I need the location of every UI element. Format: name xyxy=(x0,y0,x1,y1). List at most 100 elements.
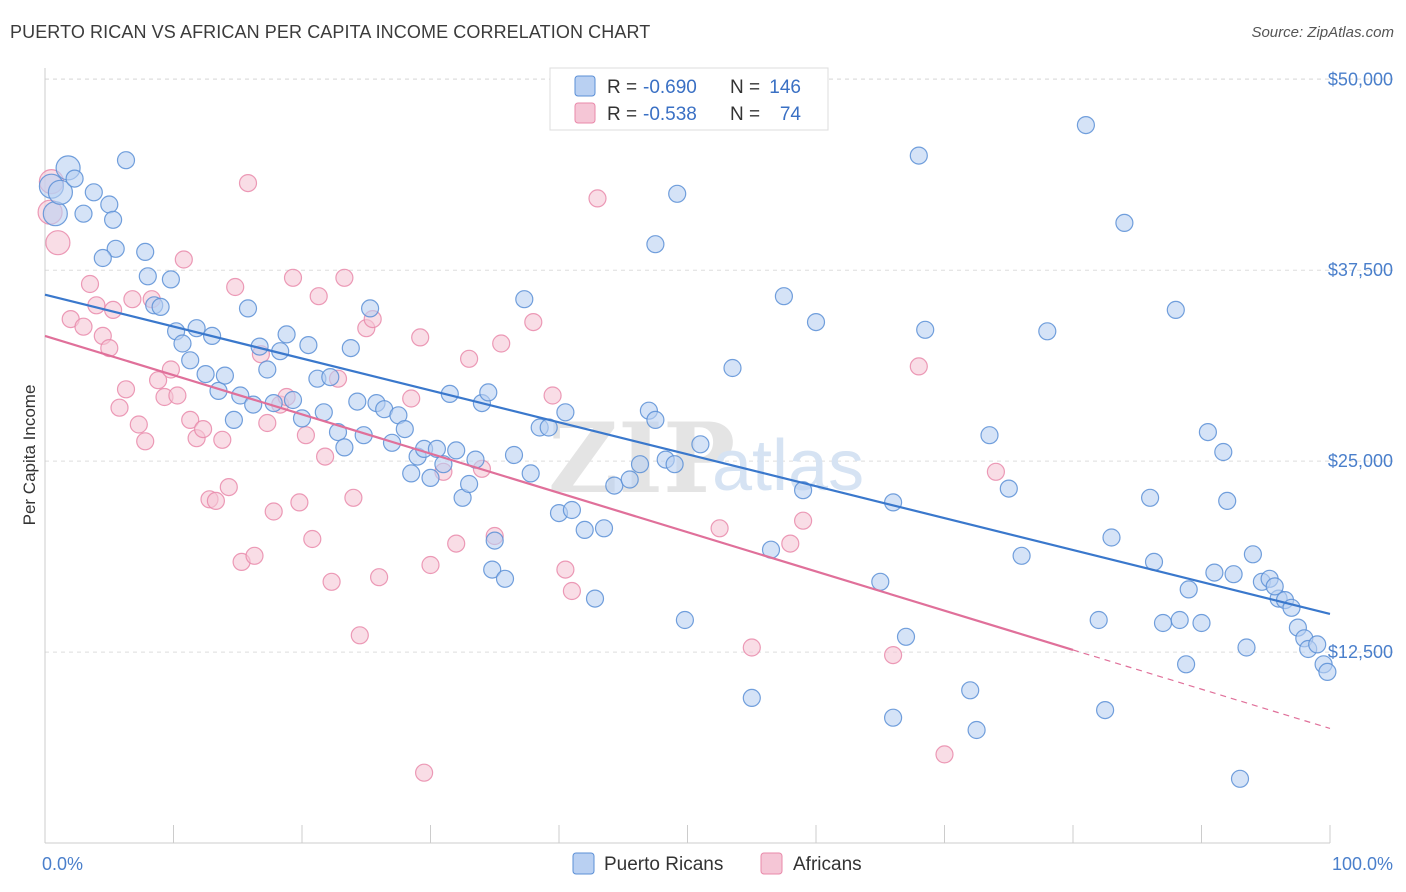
puerto-rican-point xyxy=(1265,577,1284,596)
puerto-rican-point xyxy=(447,441,466,460)
puerto-rican-point xyxy=(691,435,710,454)
puerto-rican-point xyxy=(196,365,215,384)
african-point xyxy=(370,568,389,587)
puerto-rican-point xyxy=(485,531,504,550)
african-point xyxy=(883,645,903,665)
puerto-rican-point xyxy=(916,320,935,339)
african-point xyxy=(556,560,575,579)
puerto-rican-point xyxy=(665,455,684,474)
african-point xyxy=(316,447,335,466)
african-point xyxy=(411,328,430,347)
african-point xyxy=(909,357,928,376)
puerto-rican-point xyxy=(341,339,360,358)
puerto-rican-point xyxy=(504,445,524,465)
african-point xyxy=(206,491,225,510)
trend-lines xyxy=(44,293,1331,730)
puerto-rican-point xyxy=(1230,769,1250,788)
legend-n-label-2: N = xyxy=(730,104,760,125)
puerto-rican-point xyxy=(605,476,624,495)
puerto-rican-point xyxy=(742,688,761,708)
legend-swatch-puerto-ricans xyxy=(574,75,596,97)
y-tick-label: $37,500 xyxy=(1328,260,1393,280)
puerto-rican-point xyxy=(980,426,999,445)
puerto-rican-point xyxy=(1012,546,1031,565)
puerto-rican-point xyxy=(483,560,502,579)
african-point xyxy=(710,519,729,538)
puerto-rican-point xyxy=(402,464,421,483)
puerto-rican-point xyxy=(620,470,639,489)
x-tick-label-end: 100.0% xyxy=(1332,854,1393,874)
african-point xyxy=(219,478,238,497)
puerto-rican-point xyxy=(793,481,813,500)
puerto-rican-point xyxy=(1170,610,1189,630)
african-point xyxy=(290,493,309,512)
puerto-rican-point xyxy=(136,242,155,261)
chart-title: PUERTO RICAN VS AFRICAN PER CAPITA INCOM… xyxy=(10,22,651,42)
puerto-rican-point xyxy=(1198,423,1218,442)
puerto-rican-point xyxy=(675,610,695,630)
puerto-rican-point xyxy=(100,195,119,214)
chart-source: Source: ZipAtlas.com xyxy=(1251,24,1394,41)
y-tick-label: $50,000 xyxy=(1328,69,1393,89)
puerto-rican-point xyxy=(967,720,986,740)
puerto-rican-point xyxy=(594,519,614,538)
african-point xyxy=(149,371,168,390)
african-point xyxy=(226,277,245,297)
african-point xyxy=(543,386,562,405)
african-point xyxy=(80,274,100,294)
african-point xyxy=(264,502,283,521)
y-tick-label: $12,500 xyxy=(1328,642,1393,662)
puerto-rican-point xyxy=(106,239,125,258)
puerto-rican-point xyxy=(335,438,354,457)
puerto-rican-point xyxy=(1205,563,1224,582)
y-tick-labels: $12,500 $25,000 $37,500 $50,000 xyxy=(1328,69,1393,662)
african-point xyxy=(123,290,142,309)
puerto-rican-point xyxy=(668,184,687,203)
puerto-rican-point xyxy=(74,204,93,223)
puerto-rican-point xyxy=(556,403,575,422)
african-point xyxy=(460,349,479,368)
puerto-rican-point xyxy=(215,366,234,385)
puerto-rican-point xyxy=(161,270,180,289)
puerto-rican-point xyxy=(896,627,916,646)
bottom-legend-label-puerto-ricans: Puerto Ricans xyxy=(604,854,723,875)
african-point xyxy=(781,534,800,553)
african-point xyxy=(245,546,264,565)
puerto-rican-point xyxy=(1308,635,1327,654)
legend-r-value-2: -0.538 xyxy=(643,104,697,125)
puerto-rican-point xyxy=(646,410,665,429)
puerto-rican-point xyxy=(575,520,594,540)
bottom-legend: Puerto Ricans Africans xyxy=(572,852,862,875)
african-point xyxy=(935,745,954,764)
puerto-rican-point xyxy=(427,439,446,458)
african-point xyxy=(421,555,440,575)
puerto-rican-point xyxy=(173,334,192,353)
african-point xyxy=(181,410,200,429)
legend-n-value-1: 146 xyxy=(769,77,801,98)
puerto-rican-point xyxy=(479,383,498,402)
puerto-rican-point xyxy=(151,297,170,316)
trend-line-africans xyxy=(44,334,1074,651)
puerto-rican-point xyxy=(460,474,479,494)
puerto-rican-point xyxy=(871,572,890,591)
african-point xyxy=(322,572,341,591)
puerto-rican-point xyxy=(723,358,742,378)
african-point xyxy=(562,581,582,601)
puerto-rican-point xyxy=(93,248,112,268)
puerto-rican-point xyxy=(258,360,277,379)
puerto-rican-point xyxy=(1243,545,1263,564)
y-axis-label: Per Capita Income xyxy=(20,385,39,526)
african-point xyxy=(45,230,71,256)
y-tick-label: $25,000 xyxy=(1328,451,1393,471)
african-point xyxy=(402,389,421,408)
african-point xyxy=(174,250,193,269)
legend-box xyxy=(549,67,829,131)
african-point xyxy=(447,534,466,553)
axes xyxy=(44,68,1331,844)
puerto-rican-point xyxy=(42,201,68,227)
scatter-points xyxy=(37,115,1337,788)
african-point xyxy=(116,380,136,399)
puerto-rican-point xyxy=(1192,613,1211,633)
puerto-rican-point xyxy=(181,351,200,370)
african-point xyxy=(74,317,93,336)
